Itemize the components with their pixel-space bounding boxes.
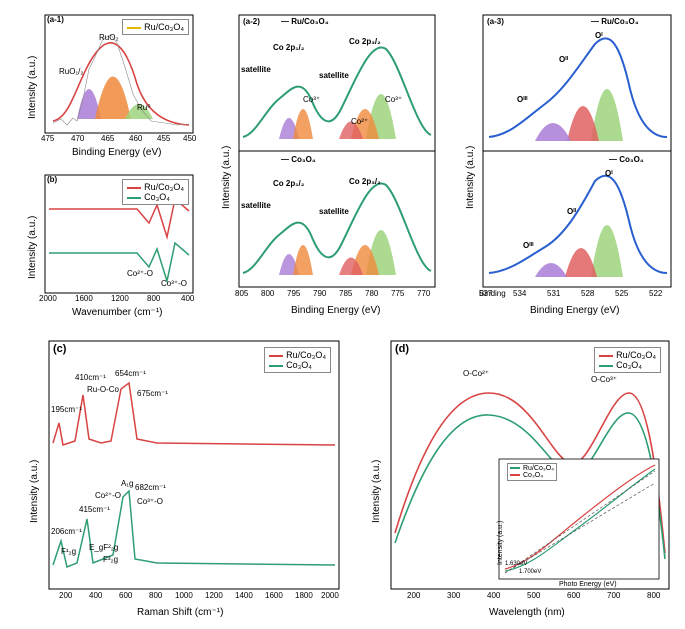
panel-label: (a-1) — [47, 15, 64, 24]
b: 206cm⁻¹ — [51, 527, 82, 536]
panel-label: (d) — [395, 343, 409, 355]
xlabel: Binding Energy (eV) — [530, 305, 620, 316]
ylabel: Intensity (a.u.) — [465, 146, 476, 209]
a: 675cm⁻¹ — [137, 389, 168, 398]
oco2: O-Co²⁺ — [463, 369, 489, 378]
legend-b: Ru/Co₃O₄ Co₃O₄ — [122, 179, 189, 205]
peak-label: Ru⁰ — [137, 103, 150, 112]
o3b: Oᴵᴵᴵ — [523, 241, 534, 250]
b: F³₂g — [103, 555, 118, 564]
a: 195cm⁻¹ — [51, 405, 82, 414]
co2p12b: Co 2p₁/₂ — [273, 179, 304, 188]
chart-c — [17, 333, 347, 621]
xlabel: Raman Shift (cm⁻¹) — [137, 607, 223, 618]
peak-label: RuO₂ — [99, 33, 119, 42]
co3: Co³⁺ — [303, 95, 320, 104]
b: A₁g — [121, 479, 133, 488]
ylabel: Intensity (a.u.) — [371, 460, 382, 523]
legend-d: Ru/Co₃O₄ Co₃O₄ — [594, 347, 661, 373]
b: 682cm⁻¹ — [135, 483, 166, 492]
o1b: Oᴵ — [605, 169, 613, 178]
sat: satellite — [241, 65, 271, 74]
ann: Co²⁺-O — [127, 269, 153, 278]
o1: Oᴵ — [595, 31, 603, 40]
b: F¹₂g — [61, 547, 76, 556]
peak-label: RuO₁/₂ — [59, 67, 83, 76]
sub-title: — Ru/Co₃O₄ — [591, 17, 639, 26]
co2p32b: Co 2p₃/₂ — [349, 177, 381, 186]
panel-label: (a-3) — [487, 17, 504, 26]
xlabel: Wavenumber (cm⁻¹) — [72, 307, 162, 318]
panel-label: (c) — [53, 343, 66, 355]
sub-title: — Co₃O₄ — [609, 155, 644, 164]
sub-title: — Ru/Co₃O₄ — [281, 17, 329, 26]
ylabel: Intensity (a.u.) — [27, 216, 38, 279]
a: Ru-O-Co — [87, 385, 119, 394]
panel-c: (c) Ru/Co₃O₄ Co₃O₄ 195cm⁻¹ 410cm⁻¹ 654cm… — [16, 332, 346, 620]
panel-d: (d) Ru/Co₃O₄ Co₃O₄ O-Co²⁺ O-Co³⁺ Ru/Co₃O… — [358, 332, 676, 620]
legend-item: Ru/Co₃O₄ — [616, 350, 656, 360]
ann: Co³⁺-O — [161, 279, 187, 288]
a: 410cm⁻¹ — [75, 373, 106, 382]
co2: Co²⁺ — [351, 117, 368, 126]
b: Co²⁺-O — [95, 491, 121, 500]
legend-item: Co₃O₄ — [286, 360, 312, 370]
panel-a2: (a-2) — Ru/Co₃O₄ — Co₃O₄ Co 2p₁/₂ Co 2p₃… — [210, 8, 440, 318]
ylabel: Intensity (a.u.) — [29, 460, 40, 523]
ylabel: Intensity (a.u.) — [221, 146, 232, 209]
co3b: Co³⁺ — [385, 95, 402, 104]
legend-item: Co₃O₄ — [144, 192, 170, 202]
o2b: Oᴵᴵ — [567, 207, 576, 216]
legend-inset: Ru/Co₃O₄ Co₃O₄ — [507, 463, 557, 481]
inset-ylabel: Intensity (a.u.) — [497, 521, 504, 565]
legend-item: Ru/Co₃O₄ — [144, 182, 184, 192]
legend-item: Co₃O₄ — [616, 360, 642, 370]
legend-item: Ru/Co₃O₄ — [286, 350, 326, 360]
legend-a1: Ru/Co₃O₄ — [122, 19, 189, 35]
co2p12: Co 2p₁/₂ — [273, 43, 304, 52]
legend-c: Ru/Co₃O₄ Co₃O₄ — [264, 347, 331, 373]
gap2: 1.700eV — [519, 569, 541, 575]
xlabel: Wavelength (nm) — [489, 607, 565, 618]
gap1: 1.630eV — [505, 561, 527, 567]
a: 654cm⁻¹ — [115, 369, 146, 378]
co2p32: Co 2p₃/₂ — [349, 37, 381, 46]
panel-a1: (a-1) Ru/Co₃O₄ RuO₂ RuO₁/₂ Ru⁰ Intensity… — [16, 8, 198, 158]
inset-xlabel: Photo Energy (eV) — [559, 581, 617, 588]
ylabel: Intensity (a.u.) — [27, 56, 38, 119]
legend-item: Co₃O₄ — [523, 472, 543, 479]
b: Co³⁺-O — [137, 497, 163, 506]
sat2: satellite — [319, 71, 349, 80]
xlabel: Binding Energy (eV) — [291, 305, 381, 316]
sub-title: — Co₃O₄ — [281, 155, 316, 164]
chart-a2 — [211, 9, 441, 319]
b: E_gF²₂g — [89, 543, 118, 552]
sat2b: satellite — [319, 207, 349, 216]
oco3: O-Co³⁺ — [591, 375, 617, 384]
b: 415cm⁻¹ — [79, 505, 110, 514]
panel-b: (b) Ru/Co₃O₄ Co₃O₄ Co²⁺-O Co³⁺-O Intensi… — [16, 168, 198, 318]
legend-item: Ru/Co₃O₄ — [523, 465, 554, 472]
o2: Oᴵᴵ — [559, 55, 568, 64]
panel-label: (a-2) — [243, 17, 260, 26]
legend-item: Ru/Co₃O₄ — [144, 22, 184, 32]
o3: Oᴵᴵᴵ — [517, 95, 528, 104]
satb: satellite — [241, 201, 271, 210]
xlabel: Binding Energy (eV) — [72, 147, 162, 158]
panel-label: (b) — [47, 175, 57, 184]
panel-a3: (a-3) — Ru/Co₃O₄ — Co₃O₄ Oᴵ Oᴵᴵ Oᴵᴵᴵ Oᴵ … — [454, 8, 676, 318]
